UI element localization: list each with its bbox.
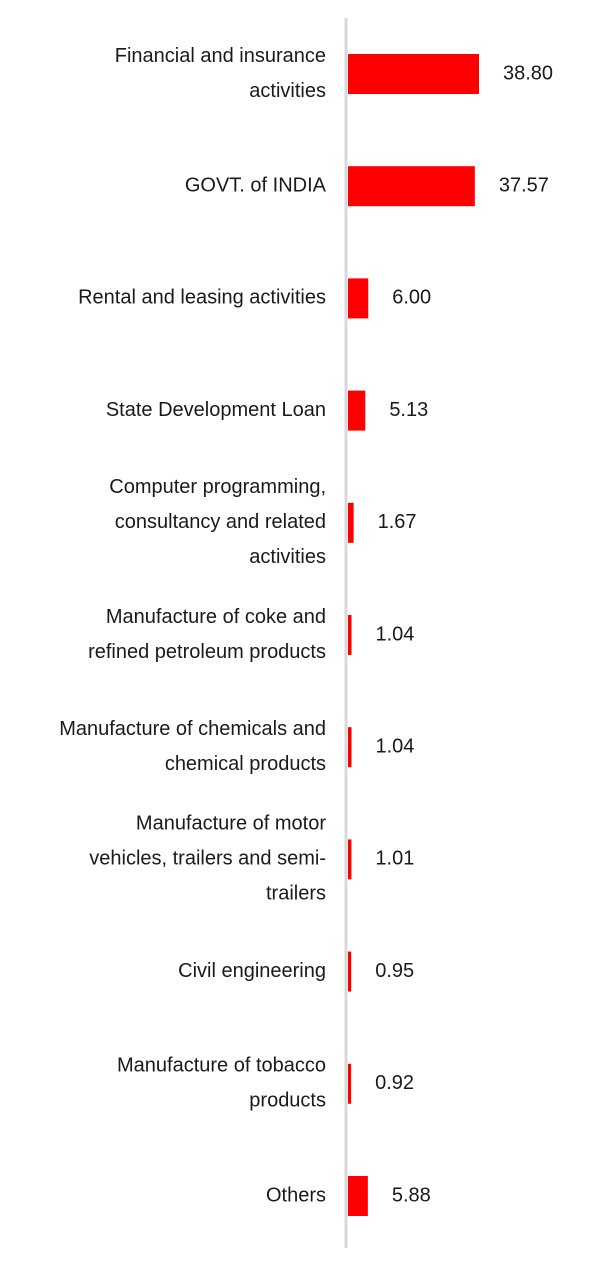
category-label-line: Manufacture of coke and: [106, 606, 326, 628]
category-label-line: Manufacture of motor: [136, 813, 326, 835]
category-label-line: consultancy and related: [115, 511, 326, 533]
bar-10: [348, 1063, 352, 1104]
category-label-1: Financial and insurance activities: [115, 45, 326, 102]
bar-1: [348, 54, 479, 94]
category-label-11: Others: [266, 1184, 326, 1206]
value-label-5: 1.67: [378, 511, 417, 533]
bar-9: [348, 951, 352, 992]
category-label-line: Financial and insurance: [115, 45, 326, 67]
value-label-1: 38.80: [503, 62, 553, 84]
category-label-line: vehicles, trailers and semi-: [89, 848, 326, 870]
category-label-line: Manufacture of tobacco: [117, 1055, 326, 1077]
value-label-2: 37.57: [499, 174, 549, 196]
category-label-line: Computer programming,: [109, 476, 326, 498]
category-label-10: Manufacture of tobacco products: [117, 1055, 326, 1112]
category-label-line: Rental and leasing activities: [78, 287, 326, 309]
value-label-11: 5.88: [392, 1184, 431, 1206]
category-label-line: activities: [249, 546, 326, 568]
category-label-line: State Development Loan: [106, 399, 326, 421]
category-label-line: products: [249, 1090, 326, 1112]
category-label-line: chemical products: [165, 753, 326, 775]
value-label-9: 0.95: [375, 960, 414, 982]
value-label-3: 6.00: [392, 287, 431, 309]
value-label-6: 1.04: [376, 623, 415, 645]
bar-3: [348, 278, 369, 319]
category-label-4: State Development Loan: [106, 399, 326, 421]
category-label-5: Computer programming, consultancy and rel…: [109, 476, 326, 568]
value-label-7: 1.04: [376, 735, 415, 757]
category-label-line: Civil engineering: [178, 960, 326, 982]
category-label-line: Manufacture of chemicals and: [59, 718, 326, 740]
value-label-4: 5.13: [389, 399, 428, 421]
bar-5: [348, 502, 354, 543]
bar-8: [348, 839, 352, 880]
category-label-9: Civil engineering: [178, 960, 326, 982]
category-label-7: Manufacture of chemicals and chemical pro…: [59, 718, 326, 775]
category-label-8: Manufacture of motor vehicles, trailers a…: [89, 813, 326, 905]
bar-6: [348, 615, 352, 655]
category-label-3: Rental and leasing activities: [78, 287, 326, 309]
category-label-line: Others: [266, 1184, 326, 1206]
bar-4: [348, 390, 366, 431]
value-label-8: 1.01: [375, 848, 414, 870]
bar-11: [348, 1176, 368, 1216]
category-label-2: GOVT. of INDIA: [185, 174, 327, 196]
bar-7: [348, 727, 352, 768]
category-label-line: GOVT. of INDIA: [185, 174, 327, 196]
value-label-10: 0.92: [375, 1072, 414, 1094]
category-label-line: refined petroleum products: [88, 641, 326, 663]
category-label-6: Manufacture of coke and refined petroleum…: [88, 606, 326, 663]
category-label-line: trailers: [266, 883, 326, 905]
category-label-line: activities: [249, 80, 326, 102]
category-labels-group: Financial and insurance activities GOVT. o…: [59, 45, 326, 1207]
bar-2: [348, 166, 475, 207]
bars-group: [348, 54, 479, 1216]
value-labels-group: 38.80 37.57 6.00 5.13 1.67 1.04 1.04 1.01 0.95 0.…: [375, 62, 553, 1206]
